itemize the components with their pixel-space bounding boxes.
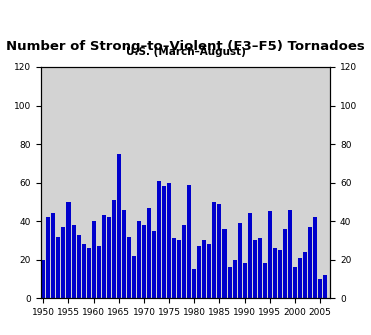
Bar xyxy=(147,208,151,298)
Bar xyxy=(66,202,70,298)
Bar xyxy=(268,211,272,298)
Bar xyxy=(117,154,121,298)
Bar xyxy=(308,227,312,298)
Bar xyxy=(41,260,45,298)
Bar xyxy=(273,248,277,298)
Bar xyxy=(162,186,166,298)
Bar xyxy=(323,275,327,298)
Bar xyxy=(137,221,141,298)
Bar xyxy=(92,221,96,298)
Bar xyxy=(112,200,116,298)
Bar xyxy=(207,244,211,298)
Bar xyxy=(122,210,126,298)
Bar xyxy=(243,263,247,298)
Bar xyxy=(213,202,216,298)
Bar xyxy=(318,279,322,298)
Bar xyxy=(288,210,292,298)
Bar xyxy=(227,267,232,298)
Bar xyxy=(46,217,50,298)
Bar xyxy=(76,234,81,298)
Bar xyxy=(298,258,302,298)
Bar xyxy=(223,229,227,298)
Bar xyxy=(293,267,297,298)
Bar xyxy=(82,244,86,298)
Bar xyxy=(313,217,317,298)
Bar xyxy=(283,229,287,298)
Bar xyxy=(303,252,307,298)
Bar xyxy=(253,241,257,298)
Bar xyxy=(51,213,55,298)
Bar xyxy=(142,225,146,298)
Bar xyxy=(278,250,282,298)
Bar xyxy=(192,269,196,298)
Bar xyxy=(263,263,267,298)
Bar xyxy=(72,225,76,298)
Bar xyxy=(127,237,131,298)
Bar xyxy=(56,237,60,298)
Text: U.S. (March–August): U.S. (March–August) xyxy=(125,47,246,57)
Bar xyxy=(152,231,156,298)
Bar xyxy=(187,185,191,298)
Bar xyxy=(167,183,171,298)
Bar xyxy=(62,227,65,298)
Bar xyxy=(102,215,106,298)
Bar xyxy=(86,248,91,298)
Bar xyxy=(233,260,237,298)
Title: Number of Strong–to–Violent (F3–F5) Tornadoes: Number of Strong–to–Violent (F3–F5) Torn… xyxy=(6,40,365,53)
Bar xyxy=(157,181,161,298)
Bar xyxy=(107,217,111,298)
Bar xyxy=(202,241,206,298)
Bar xyxy=(182,225,186,298)
Bar xyxy=(132,256,136,298)
Bar xyxy=(97,246,101,298)
Bar xyxy=(258,239,262,298)
Bar xyxy=(172,239,176,298)
Bar xyxy=(177,241,181,298)
Bar xyxy=(197,246,201,298)
Bar xyxy=(217,204,221,298)
Bar xyxy=(248,213,252,298)
Bar xyxy=(237,223,242,298)
